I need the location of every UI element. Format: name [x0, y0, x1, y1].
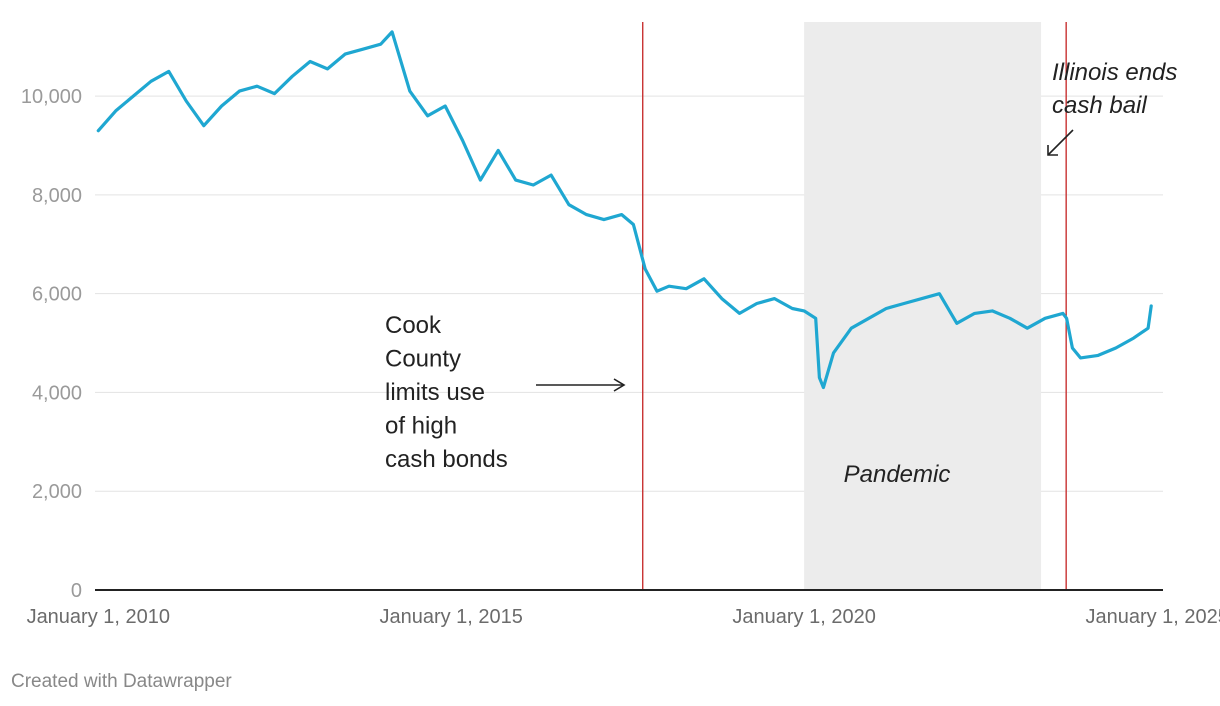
y-tick-label: 8,000 [32, 185, 82, 207]
x-tick-label: January 1, 2010 [27, 606, 170, 628]
y-tick-label: 2,000 [32, 481, 82, 503]
annotation-line: Illinois ends [1052, 59, 1177, 86]
shaded-periods [804, 22, 1042, 590]
annotation-line: cash bail [1052, 92, 1147, 119]
y-axis-ticks: 0 2,000 4,000 6,000 8,000 10,000 [21, 86, 82, 602]
svg-text:Illinois ends cash bail: Illinois ends cash bail [1052, 59, 1184, 119]
svg-text:Cook County limits: Cook County limits use of high cash bond… [385, 312, 508, 473]
x-tick-label: January 1, 2025 [1085, 606, 1220, 628]
y-tick-label: 4,000 [32, 382, 82, 404]
y-tick-label: 0 [71, 580, 82, 602]
x-tick-label: January 1, 2020 [732, 606, 875, 628]
line-chart: 0 2,000 4,000 6,000 8,000 10,000 January 1, 2… [21, 22, 1220, 628]
annotation-line: limits use [385, 379, 485, 406]
annotation-illinois: Illinois ends cash bail [1047, 59, 1184, 156]
reference-lines [642, 22, 1067, 590]
x-tick-label: January 1, 2015 [379, 606, 522, 628]
series-group [96, 30, 1153, 390]
y-tick-label: 6,000 [32, 284, 82, 306]
annotation-line: Cook [385, 312, 442, 339]
shaded-period [804, 22, 1042, 590]
series-line [96, 30, 1153, 390]
credit-text: Created with Datawrapper [11, 671, 232, 692]
annotation-line: cash bonds [385, 446, 508, 473]
shaded-period-label: Pandemic [844, 461, 951, 488]
arrow-right-icon [536, 378, 626, 392]
arrow-down-left-icon [1047, 129, 1074, 156]
x-axis-ticks: January 1, 2010 January 1, 2015 January 1,… [27, 606, 1220, 628]
annotation-line: of high [385, 413, 457, 440]
annotation-cook-county: Cook County limits use of high cash bond… [385, 312, 626, 473]
annotation-line: County [385, 346, 461, 373]
y-tick-label: 10,000 [21, 86, 82, 108]
